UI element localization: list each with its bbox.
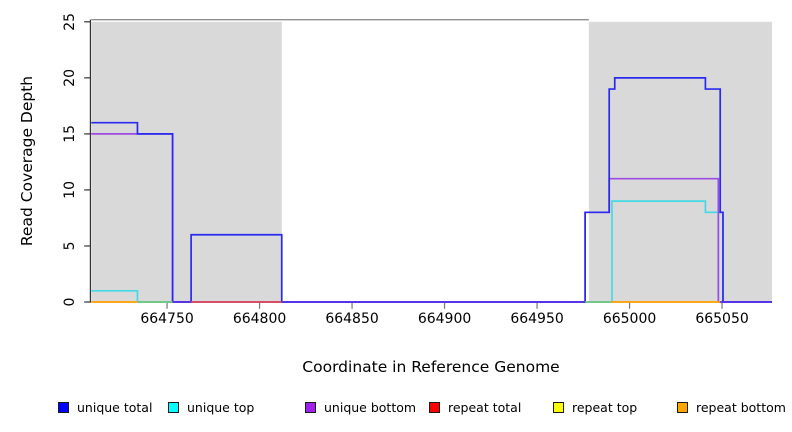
x-axis: 664750 664800 664850 664900 664950 665000 6650…	[140, 302, 749, 327]
legend-label: repeat bottom	[696, 399, 786, 415]
legend-label: unique top	[187, 399, 255, 415]
repeat-region-shade	[588, 21, 772, 303]
series-step-lines	[91, 76, 772, 303]
legend-item-unique-bottom: unique bottom	[305, 398, 416, 416]
legend-swatch	[677, 401, 688, 413]
legend-swatch	[553, 401, 564, 413]
legend-label: unique total	[77, 399, 153, 415]
coverage-chart: 0 5 10 15 20 25 664750 664800 664850 664900 66495…	[18, 13, 772, 376]
legend-swatch	[305, 401, 316, 413]
legend-swatch	[429, 401, 440, 413]
y-axis: 0 5 10 15 20 25	[62, 13, 92, 307]
x-tick-label: 664950	[510, 311, 563, 327]
legend-item-unique-top: unique top	[168, 398, 254, 416]
legend-label: unique bottom	[324, 399, 417, 415]
y-tick-label: 25	[62, 13, 78, 31]
x-tick-label: 665000	[603, 311, 656, 327]
x-tick-label: 664900	[418, 311, 471, 327]
x-tick-label: 664850	[325, 311, 378, 327]
y-tick-label: 10	[62, 181, 78, 199]
legend-swatch	[58, 401, 69, 413]
y-tick-label: 5	[62, 241, 78, 250]
legend-label: repeat top	[572, 399, 638, 415]
legend-item-repeat-top: repeat top	[553, 398, 637, 416]
legend: unique total unique top unique bottom repea…	[0, 398, 792, 418]
legend-item-repeat-total: repeat total	[429, 398, 521, 416]
legend-swatch	[168, 401, 179, 413]
y-tick-label: 0	[62, 298, 78, 307]
x-tick-label: 665050	[695, 311, 748, 327]
shaded-repeat-regions	[91, 21, 772, 303]
x-tick-label: 664750	[140, 311, 193, 327]
y-tick-label: 20	[62, 69, 78, 87]
x-axis-title: Coordinate in Reference Genome	[302, 358, 559, 376]
repeat-region-shade	[91, 21, 282, 303]
y-tick-label: 15	[62, 125, 78, 143]
series-line-unique-total	[91, 76, 772, 303]
x-tick-label: 664800	[233, 311, 286, 327]
y-axis-title: Read Coverage Depth	[18, 76, 36, 246]
legend-item-repeat-bottom: repeat bottom	[677, 398, 786, 416]
legend-label: repeat total	[448, 399, 522, 415]
legend-item-unique-total: unique total	[58, 398, 152, 416]
